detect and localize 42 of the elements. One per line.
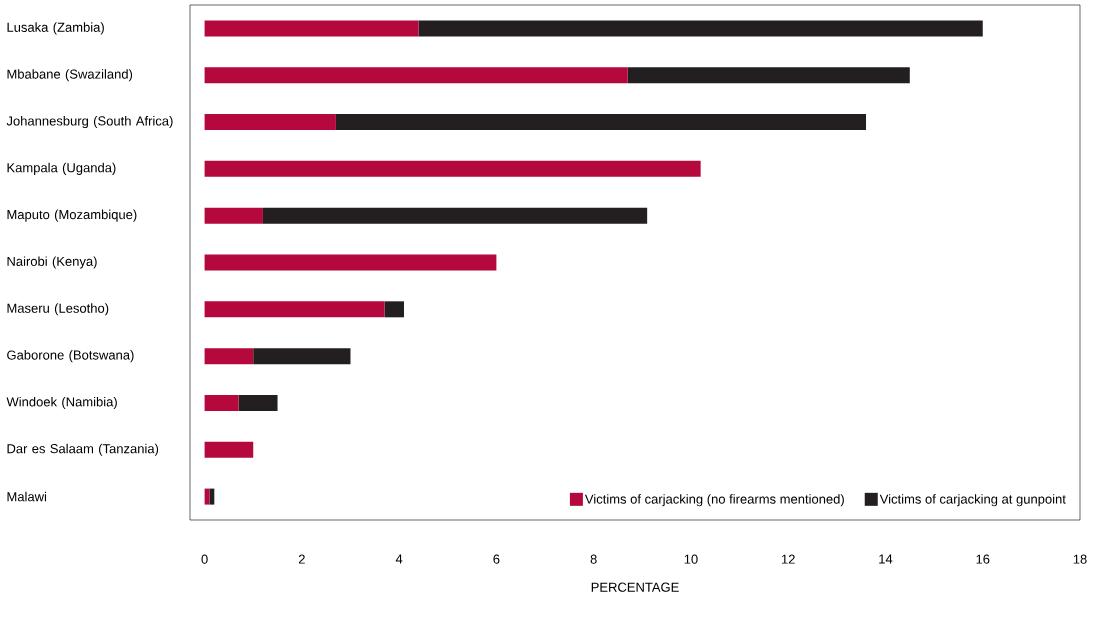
bar (253, 348, 351, 365)
y-tick-label: Nairobi (Kenya) (7, 256, 97, 269)
bar (262, 207, 648, 224)
bar (204, 114, 336, 131)
y-tick-label: Maseru (Lesotho) (7, 303, 109, 316)
x-tick-label: 8 (590, 554, 597, 564)
legend-label: Victims of carjacking (no firearms mentioned) (584, 494, 844, 507)
bar (204, 67, 628, 84)
bar (204, 254, 497, 271)
y-tick-label: Lusaka (Zambia) (7, 22, 104, 35)
y-tick-label: Windoek (Namibia) (6, 396, 117, 410)
bar (627, 67, 910, 84)
x-tick-label: 2 (298, 554, 305, 564)
bar (204, 441, 254, 458)
bar (384, 301, 404, 318)
y-tick-label: Dar es Salaam (Tanzania) (7, 443, 159, 456)
bar (204, 207, 263, 224)
y-tick-label: Johannesburg (South Africa) (6, 115, 173, 129)
bar (418, 20, 983, 37)
x-axis-title: PERCENTAGE (591, 582, 679, 592)
x-tick-label: 16 (976, 554, 990, 564)
x-tick-label: 18 (1073, 554, 1087, 564)
bar (335, 114, 867, 131)
x-tick-label: 12 (781, 554, 795, 564)
x-tick-label: 4 (395, 554, 403, 564)
bar (204, 301, 385, 318)
bar (209, 488, 215, 505)
bar (204, 348, 254, 365)
bar (238, 394, 278, 411)
x-tick-label: 14 (879, 554, 893, 564)
y-tick-label: Gaborone (Botswana) (7, 350, 134, 363)
x-tick-label: 10 (684, 554, 698, 564)
legend-label: Victims of carjacking at gunpoint (879, 494, 1066, 507)
bar (204, 394, 239, 411)
y-tick-label: Kampala (Uganda) (7, 162, 116, 175)
bar (204, 20, 419, 37)
bar (204, 160, 701, 177)
y-tick-label: Maputo (Mozambique) (7, 209, 137, 222)
x-tick-label: 6 (493, 554, 500, 564)
x-tick-label: 0 (201, 554, 208, 564)
y-tick-label: Mbabane (Swaziland) (7, 69, 133, 82)
y-tick-label: Malawi (7, 491, 47, 502)
